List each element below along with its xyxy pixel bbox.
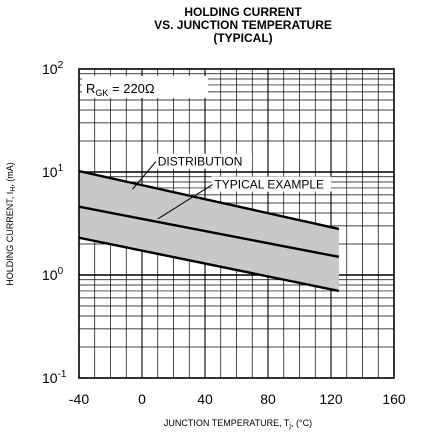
distribution-label-background	[154, 153, 252, 169]
distribution-label: DISTRIBUTION	[158, 155, 243, 169]
condition-box-background	[82, 76, 208, 98]
x-tick-label: 120	[319, 391, 343, 407]
y-tick-label: 102	[42, 60, 64, 77]
x-tick-label: 40	[197, 391, 213, 407]
series-lines	[78, 169, 340, 293]
series-line-typical	[78, 205, 340, 259]
y-tick-label: 10-1	[42, 369, 67, 386]
plot-frame	[78, 68, 395, 379]
x-tick-label: 0	[138, 391, 146, 407]
y-axis-label: HOLDING CURRENT, IH, (mA)	[5, 162, 17, 286]
annotations: DISTRIBUTION TYPICAL EXAMPLE	[132, 153, 332, 220]
typical-example-label-background	[211, 176, 332, 192]
series-line-lower	[78, 236, 340, 293]
chart-title-line-3: (TYPICAL)	[213, 31, 272, 45]
condition-box: RGK = 220Ω	[82, 76, 208, 98]
x-tick-label: 80	[260, 391, 276, 407]
series-line-upper	[78, 169, 340, 231]
x-axis-label: JUNCTION TEMPERATURE, Tj, (°C)	[164, 418, 312, 430]
typical-example-label: TYPICAL EXAMPLE	[214, 178, 324, 192]
tick-labels: -40 0 40 80 120 160 10-1 100 101 102	[42, 60, 406, 407]
typical-example-leader-line	[157, 184, 213, 220]
chart-title-line-1: HOLDING CURRENT	[184, 5, 302, 19]
y-tick-label: 101	[42, 163, 64, 180]
condition-label: RGK = 220Ω	[86, 81, 155, 98]
x-tick-label: -40	[69, 391, 89, 407]
x-tick-label: 160	[382, 391, 406, 407]
y-tick-label: 100	[42, 266, 64, 283]
distribution-leader-line	[132, 161, 157, 190]
chart-title-line-2: VS. JUNCTION TEMPERATURE	[154, 18, 332, 32]
